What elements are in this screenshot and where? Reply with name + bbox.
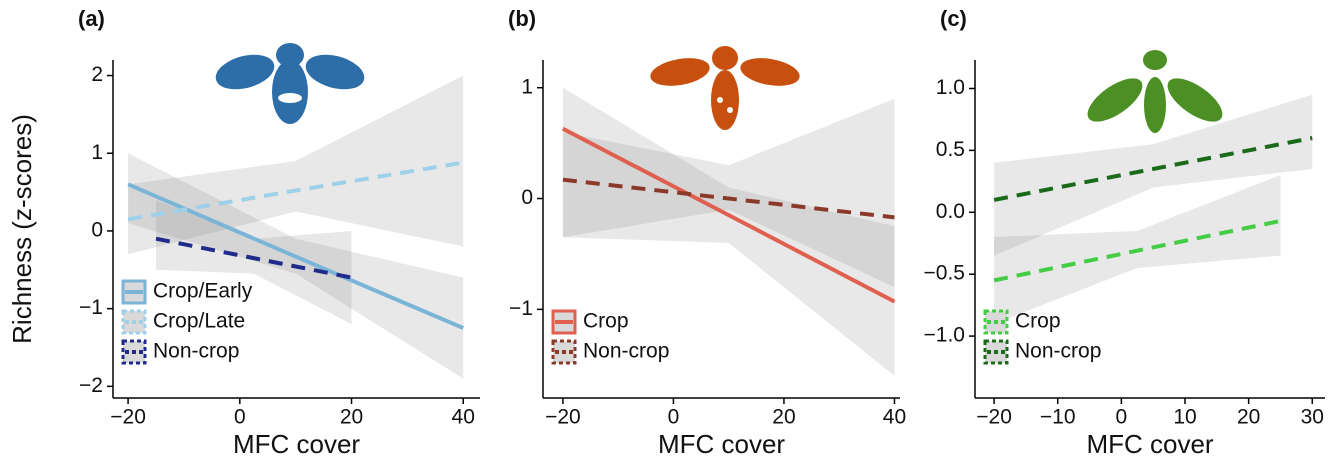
y-tick-label: 0 — [521, 186, 533, 209]
x-axis-label: MFC cover — [658, 429, 785, 459]
x-tick-label: 0 — [234, 406, 246, 429]
y-tick-label: 2 — [91, 63, 103, 86]
x-tick-label: 20 — [340, 406, 363, 429]
x-tick-label: 10 — [1173, 406, 1196, 429]
x-axis-label: MFC cover — [1086, 429, 1213, 459]
x-tick-label: −20 — [976, 406, 1012, 429]
panel-label: (b) — [508, 6, 536, 31]
x-tick-label: −20 — [545, 406, 581, 429]
y-tick-label: 1 — [91, 141, 103, 164]
x-tick-label: 0 — [1116, 406, 1128, 429]
y-tick-label: −0.5 — [924, 262, 965, 285]
legend-label: Crop — [583, 310, 629, 333]
y-tick-label: 1.0 — [936, 76, 965, 99]
page: (a)−2−1012−2002040MFC coverRichness (z-s… — [0, 0, 1344, 469]
y-tick-label: 0.5 — [936, 138, 965, 161]
legend-label: Crop/Early — [153, 280, 253, 303]
legend-label: Non-crop — [1015, 340, 1101, 363]
y-tick-label: 0 — [91, 218, 103, 241]
y-tick-label: −1.0 — [924, 324, 965, 347]
y-tick-label: −2 — [79, 374, 103, 397]
x-tick-label: −20 — [110, 406, 146, 429]
legend-label: Non-crop — [583, 340, 669, 363]
x-tick-label: 40 — [452, 406, 475, 429]
panel-label: (a) — [78, 6, 105, 31]
y-tick-label: −1 — [509, 297, 533, 320]
x-tick-label: −10 — [1040, 406, 1076, 429]
x-tick-label: 20 — [1237, 406, 1260, 429]
legend-label: Non-crop — [153, 340, 239, 363]
x-tick-label: 20 — [772, 406, 795, 429]
x-tick-label: 0 — [668, 406, 680, 429]
bee-icon — [212, 43, 368, 124]
bee-icon — [648, 46, 802, 130]
y-tick-label: 1 — [521, 75, 533, 98]
legend-label: Crop/Late — [153, 310, 245, 333]
x-axis-label: MFC cover — [233, 429, 360, 459]
y-axis-label: Richness (z-scores) — [7, 114, 37, 344]
x-tick-label: 30 — [1301, 406, 1324, 429]
figure: (a)−2−1012−2002040MFC coverRichness (z-s… — [0, 0, 1344, 464]
x-tick-label: 40 — [883, 406, 906, 429]
y-tick-label: −1 — [79, 296, 103, 319]
fly-icon — [1081, 50, 1229, 133]
y-tick-label: 0.0 — [936, 200, 965, 223]
panel-label: (c) — [940, 6, 967, 31]
legend-label: Crop — [1015, 310, 1061, 333]
